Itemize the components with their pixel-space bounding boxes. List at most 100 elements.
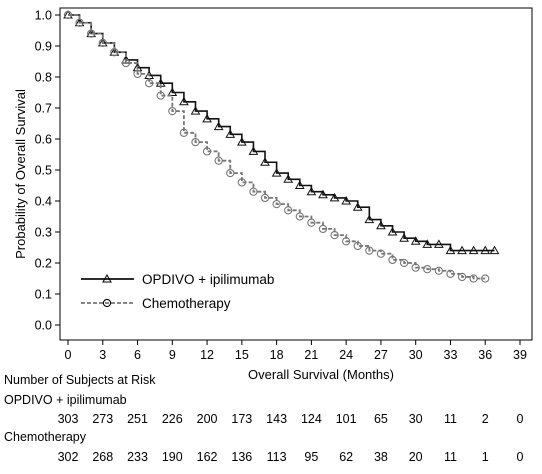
circle-marker <box>202 147 212 156</box>
x-tick-label: 3 <box>99 348 106 362</box>
circle-marker <box>411 263 420 272</box>
triangle-marker <box>213 121 224 131</box>
survival-curve-line <box>68 14 486 280</box>
circle-marker <box>260 193 270 203</box>
triangle-marker <box>248 146 259 155</box>
y-tick-label: 0.6 <box>35 133 52 147</box>
circle-marker <box>133 69 142 79</box>
y-tick-label: 0.3 <box>35 226 52 240</box>
triangle-marker <box>294 180 305 189</box>
circle-marker <box>365 246 374 255</box>
circle-marker <box>214 156 223 165</box>
plot-frame <box>59 7 533 341</box>
y-tick-label: 0.9 <box>35 40 52 54</box>
circle-marker <box>423 265 432 274</box>
triangle-marker <box>202 113 212 123</box>
x-tick-label: 24 <box>339 348 353 362</box>
circle-marker <box>399 258 409 268</box>
circle-marker <box>191 137 200 147</box>
y-axis-ticks: 0.0 0.1 0.2 0.3 0.4 0.5 0.6 0.7 0.8 0.9 1.0 <box>35 9 60 333</box>
x-tick-label: 12 <box>200 348 214 362</box>
triangle-marker <box>445 245 456 255</box>
circle-marker <box>446 269 455 278</box>
circle-marker <box>63 10 73 20</box>
triangle-marker <box>376 220 386 230</box>
legend-label: Chemotherapy <box>142 296 231 311</box>
triangle-marker <box>468 245 479 255</box>
series-chemotherapy <box>63 10 490 283</box>
circle-marker <box>457 272 467 282</box>
legend-triangle-marker <box>102 273 112 283</box>
triangle-marker <box>410 236 421 245</box>
circle-marker <box>353 241 362 251</box>
triangle-marker <box>179 96 189 106</box>
circle-marker <box>318 224 328 234</box>
x-tick-label: 30 <box>409 348 423 362</box>
y-tick-label: 0.5 <box>35 164 52 178</box>
triangle-marker <box>422 239 433 248</box>
circle-marker <box>226 168 235 178</box>
circle-marker <box>434 266 444 275</box>
x-tick-label: 36 <box>478 348 492 362</box>
triangle-marker <box>387 226 398 236</box>
y-tick-label: 0.7 <box>35 102 52 116</box>
circle-marker <box>481 274 490 283</box>
circle-marker <box>179 128 189 137</box>
triangle-marker <box>306 186 317 196</box>
triangle-marker <box>260 157 270 166</box>
x-tick-label: 6 <box>134 348 141 362</box>
circle-marker <box>168 106 177 116</box>
circle-marker <box>388 255 397 265</box>
circle-marker <box>144 79 154 88</box>
survival-curves <box>63 9 500 283</box>
triangle-marker <box>434 239 444 248</box>
x-axis-ticks: 0 3 6 9 12 15 18 21 24 27 30 33 36 39 <box>65 340 527 362</box>
y-tick-label: 0.8 <box>35 71 52 85</box>
x-tick-label: 15 <box>235 348 249 362</box>
circle-marker <box>295 212 304 221</box>
legend-circle-marker <box>102 298 112 308</box>
circle-marker <box>342 237 351 246</box>
legend: OPDIVO + ipilimumab Chemotherapy <box>81 272 274 311</box>
circle-marker <box>307 218 316 227</box>
triangle-marker <box>457 245 467 255</box>
survival-curve-line <box>68 14 495 252</box>
triangle-marker <box>480 245 491 255</box>
triangle-marker <box>352 202 363 211</box>
triangle-marker <box>271 168 282 177</box>
triangle-marker <box>190 106 201 115</box>
circle-marker <box>75 18 84 27</box>
y-tick-label: 0.0 <box>35 319 52 333</box>
triangle-marker <box>329 192 340 202</box>
triangle-marker <box>236 137 247 146</box>
y-axis-label: Probability of Overall Survival <box>13 89 28 259</box>
triangle-marker <box>489 245 500 255</box>
x-tick-label: 39 <box>513 348 527 362</box>
triangle-marker <box>167 87 178 96</box>
y-tick-label: 0.1 <box>35 288 52 302</box>
legend-label: OPDIVO + ipilimumab <box>142 272 274 287</box>
triangle-marker <box>341 195 352 205</box>
x-tick-label: 0 <box>65 348 72 362</box>
circle-marker <box>237 178 246 187</box>
circle-marker <box>284 206 293 215</box>
series-opdivo-ipilimumab <box>63 9 500 255</box>
triangle-marker <box>364 214 375 224</box>
circle-marker <box>156 91 165 100</box>
triangle-marker <box>97 37 108 47</box>
circle-marker <box>249 187 258 196</box>
circle-marker <box>376 249 386 258</box>
x-tick-label: 21 <box>304 348 318 362</box>
circle-marker <box>469 274 478 283</box>
circle-marker <box>121 58 131 68</box>
triangle-marker <box>283 174 294 183</box>
circle-marker <box>330 230 339 240</box>
x-tick-label: 27 <box>374 348 388 362</box>
circle-marker <box>87 29 96 38</box>
circle-marker <box>272 199 281 209</box>
x-tick-label: 33 <box>444 348 458 362</box>
triangle-marker <box>399 233 409 242</box>
y-tick-label: 0.4 <box>35 195 52 209</box>
y-tick-label: 1.0 <box>35 9 52 23</box>
